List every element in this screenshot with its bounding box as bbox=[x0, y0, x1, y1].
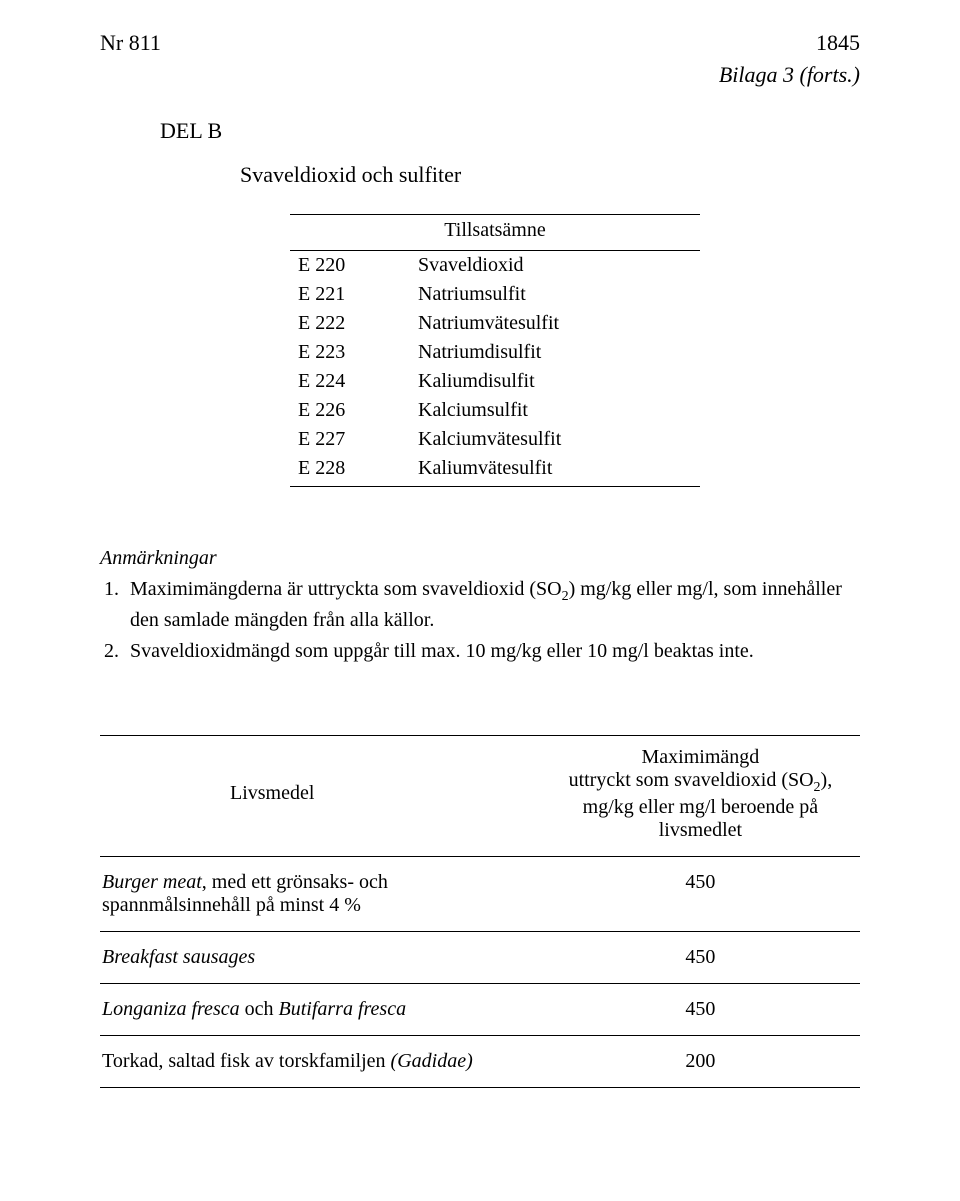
food-max: 450 bbox=[541, 983, 860, 1035]
additive-code: E 228 bbox=[290, 454, 418, 487]
food-row: Longaniza fresca och Butifarra fresca450 bbox=[100, 983, 860, 1035]
header-right: 1845 bbox=[816, 30, 860, 56]
food-header-max-line2-post: ), bbox=[821, 769, 833, 791]
food-row: Breakfast sausages450 bbox=[100, 931, 860, 983]
additive-name: Kalciumsulfit bbox=[418, 396, 700, 425]
food-header-max: Maximimängd uttryckt som svaveldioxid (S… bbox=[541, 735, 860, 856]
additive-row: E 221Natriumsulfit bbox=[290, 280, 700, 309]
header-left: Nr 811 bbox=[100, 30, 161, 56]
additive-name: Kalciumvätesulfit bbox=[418, 425, 700, 454]
additive-row: E 222Natriumvätesulfit bbox=[290, 309, 700, 338]
additive-header: Tillsatsämne bbox=[290, 215, 700, 251]
food-tbody: Burger meat, med ett grönsaks- och spann… bbox=[100, 856, 860, 1087]
food-header-max-line2-sub: 2 bbox=[814, 780, 821, 795]
food-row: Torkad, saltad fisk av torskfamiljen (Ga… bbox=[100, 1035, 860, 1087]
additive-code: E 220 bbox=[290, 251, 418, 281]
additive-row: E 227Kalciumvätesulfit bbox=[290, 425, 700, 454]
food-max: 450 bbox=[541, 931, 860, 983]
additive-tbody: E 220SvaveldioxidE 221NatriumsulfitE 222… bbox=[290, 251, 700, 487]
additive-name: Kaliumvätesulfit bbox=[418, 454, 700, 487]
page-header: Nr 811 1845 bbox=[100, 30, 860, 56]
notes-list: Maximimängderna är uttryckta som svaveld… bbox=[100, 576, 860, 665]
additive-name: Svaveldioxid bbox=[418, 251, 700, 281]
food-cell: Torkad, saltad fisk av torskfamiljen (Ga… bbox=[100, 1035, 541, 1087]
additive-row: E 226Kalciumsulfit bbox=[290, 396, 700, 425]
food-row: Burger meat, med ett grönsaks- och spann… bbox=[100, 856, 860, 931]
section-letter: DEL B bbox=[160, 118, 860, 144]
food-header-max-line2: uttryckt som svaveldioxid (SO2), bbox=[549, 769, 852, 796]
additive-code: E 226 bbox=[290, 396, 418, 425]
food-cell: Breakfast sausages bbox=[100, 931, 541, 983]
additive-table: Tillsatsämne E 220SvaveldioxidE 221Natri… bbox=[290, 214, 700, 487]
additive-name: Kaliumdisulfit bbox=[418, 367, 700, 396]
additive-code: E 224 bbox=[290, 367, 418, 396]
additive-row: E 220Svaveldioxid bbox=[290, 251, 700, 281]
food-table: Livsmedel Maximimängd uttryckt som svave… bbox=[100, 735, 860, 1088]
food-cell: Burger meat, med ett grönsaks- och spann… bbox=[100, 856, 541, 931]
additive-row: E 228Kaliumvätesulfit bbox=[290, 454, 700, 487]
food-header-max-line2-pre: uttryckt som svaveldioxid (SO bbox=[569, 769, 814, 791]
additive-code: E 227 bbox=[290, 425, 418, 454]
food-max: 200 bbox=[541, 1035, 860, 1087]
food-header-food: Livsmedel bbox=[100, 735, 541, 856]
food-header-max-line1: Maximimängd bbox=[549, 746, 852, 769]
page: Nr 811 1845 Bilaga 3 (forts.) DEL B Svav… bbox=[0, 0, 960, 1201]
notes-heading: Anmärkningar bbox=[100, 547, 860, 570]
food-max: 450 bbox=[541, 856, 860, 931]
food-cell: Longaniza fresca och Butifarra fresca bbox=[100, 983, 541, 1035]
additive-code: E 222 bbox=[290, 309, 418, 338]
additive-code: E 221 bbox=[290, 280, 418, 309]
additive-name: Natriumdisulfit bbox=[418, 338, 700, 367]
appendix-title: Bilaga 3 (forts.) bbox=[100, 62, 860, 88]
note-item: Maximimängderna är uttryckta som svaveld… bbox=[124, 576, 860, 634]
note-item: Svaveldioxidmängd som uppgår till max. 1… bbox=[124, 638, 860, 665]
food-header-max-line3: mg/kg eller mg/l beroende på livsmedlet bbox=[549, 796, 852, 842]
additive-name: Natriumsulfit bbox=[418, 280, 700, 309]
section-title: Svaveldioxid och sulfiter bbox=[240, 162, 860, 188]
additive-row: E 224Kaliumdisulfit bbox=[290, 367, 700, 396]
additive-code: E 223 bbox=[290, 338, 418, 367]
additive-name: Natriumvätesulfit bbox=[418, 309, 700, 338]
additive-row: E 223Natriumdisulfit bbox=[290, 338, 700, 367]
